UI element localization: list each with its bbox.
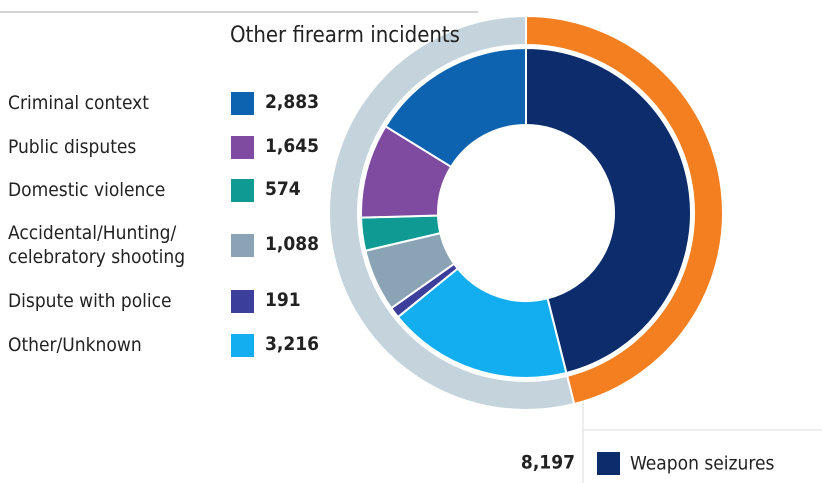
legend-label: Public disputes xyxy=(8,136,137,158)
legend-swatch xyxy=(231,136,254,159)
outer-segment xyxy=(328,14,576,411)
legend-label: Weapon seizures xyxy=(630,453,774,475)
value-label: 1,088 xyxy=(265,233,320,255)
legend-swatch xyxy=(231,334,254,357)
donut-segment xyxy=(384,46,527,169)
legend-label: Accidental/Hunting/ celebratory shooting xyxy=(8,222,186,268)
legend-label: Dispute with police xyxy=(8,290,172,312)
legend-label: Other/Unknown xyxy=(8,334,142,356)
legend-swatch xyxy=(231,179,254,202)
legend-swatch xyxy=(231,290,254,313)
legend-swatch xyxy=(231,234,254,257)
value-label: 1,645 xyxy=(265,135,320,157)
chart-title: Other firearm incidents xyxy=(230,23,460,48)
legend-label: Domestic violence xyxy=(8,179,166,201)
value-label: 2,883 xyxy=(265,91,320,113)
value-label: 191 xyxy=(265,289,301,311)
value-label: 8,197 xyxy=(521,452,575,474)
donut-segment xyxy=(525,46,692,375)
donut-segment xyxy=(396,267,568,379)
legend-label: Criminal context xyxy=(8,92,149,114)
legend-swatch xyxy=(597,452,620,475)
value-label: 3,216 xyxy=(265,333,320,355)
value-label: 574 xyxy=(265,178,301,200)
legend-swatch xyxy=(231,92,254,115)
